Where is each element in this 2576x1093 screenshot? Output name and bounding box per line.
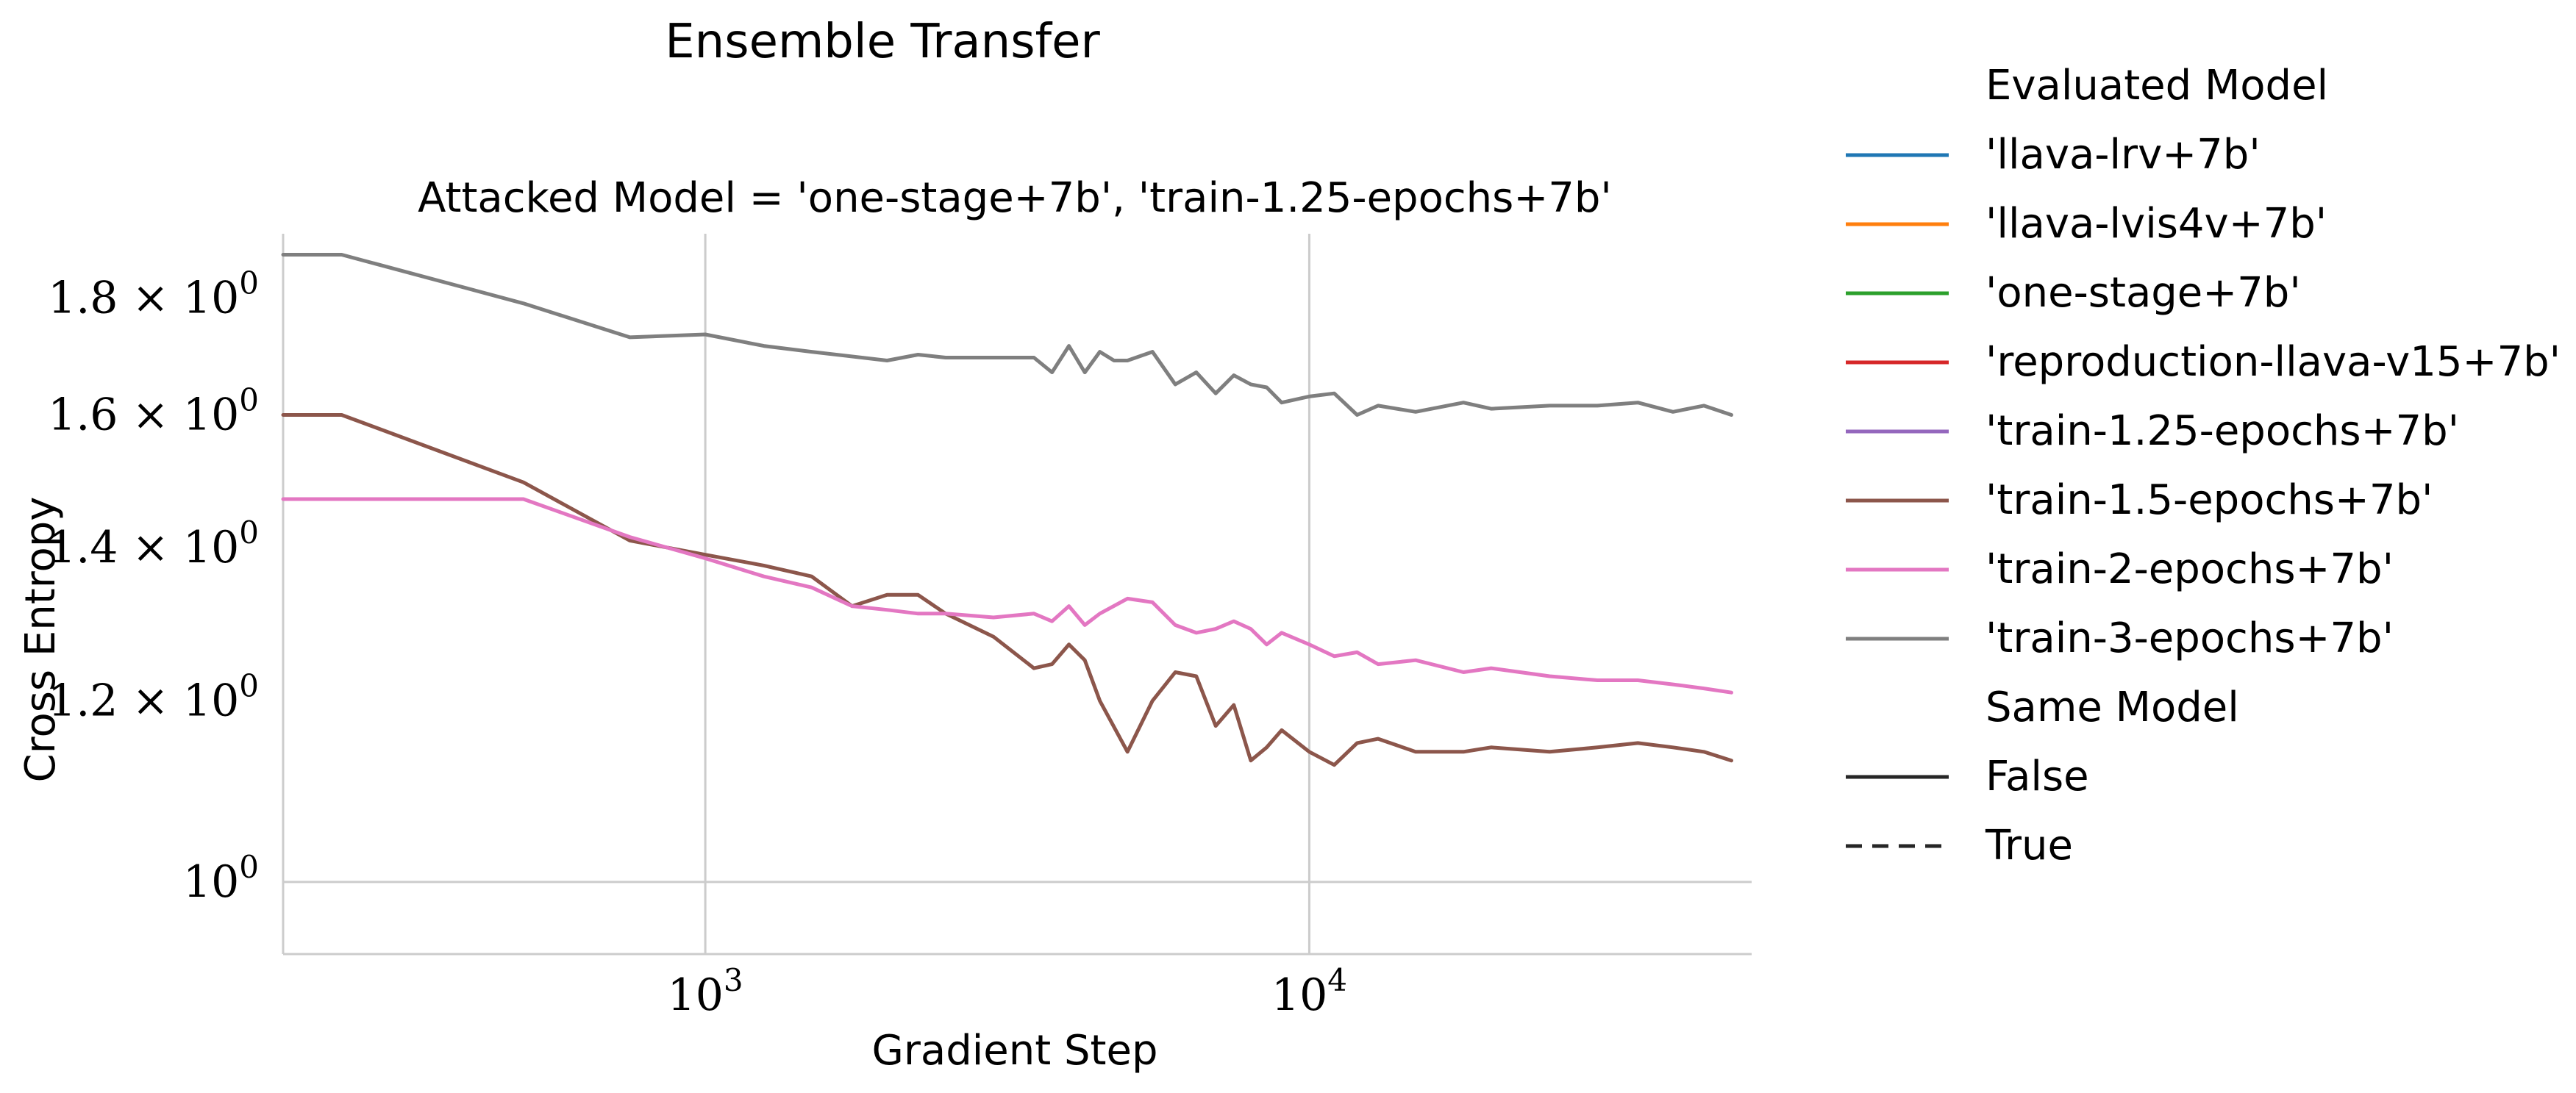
y-tick-label: 100 — [183, 849, 259, 908]
legend-label: 'reproduction-llava-v15+7b' — [1985, 338, 2561, 386]
x-axis-ticks: 103 104 — [668, 962, 1347, 1021]
chart-suptitle: Ensemble Transfer — [665, 15, 1100, 69]
plot-area — [281, 253, 1733, 767]
grid-lines — [283, 234, 1752, 954]
legend-style-title: Same Model — [1985, 684, 2239, 731]
legend: Evaluated Model 'llava-lrv+7b' 'llava-lvi… — [1846, 62, 2561, 870]
series-line — [281, 497, 1733, 695]
x-axis-label: Gradient Step — [871, 1027, 1157, 1075]
y-tick-label: 1.6 × 100 — [48, 381, 259, 440]
x-tick-label: 103 — [668, 962, 743, 1021]
legend-label: 'train-2-epochs+7b' — [1985, 545, 2394, 593]
legend-style-label: False — [1985, 753, 2089, 800]
legend-label: 'llava-lvis4v+7b' — [1985, 200, 2327, 248]
chart-title: Attacked Model = 'one-stage+7b', 'train-… — [418, 174, 1612, 222]
y-axis-ticks: 100 1.2 × 100 1.4 × 100 1.6 × 100 1.8 × 100 — [48, 265, 259, 908]
x-tick-label: 104 — [1271, 962, 1347, 1021]
legend-label: 'train-1.25-epochs+7b' — [1985, 407, 2459, 455]
legend-label: 'train-1.5-epochs+7b' — [1985, 476, 2433, 524]
legend-label: 'train-3-epochs+7b' — [1985, 614, 2394, 662]
y-axis-label: Cross Entropy — [17, 497, 65, 783]
series-line — [281, 413, 1733, 767]
legend-label: 'llava-lrv+7b' — [1985, 131, 2261, 179]
legend-style-label: True — [1985, 822, 2073, 870]
legend-hue-title: Evaluated Model — [1985, 62, 2328, 110]
y-tick-label: 1.4 × 100 — [48, 515, 259, 573]
series-line — [281, 253, 1733, 417]
legend-label: 'one-stage+7b' — [1985, 269, 2301, 317]
axes — [282, 234, 1752, 956]
y-tick-label: 1.2 × 100 — [48, 667, 259, 726]
y-tick-label: 1.8 × 100 — [48, 265, 259, 323]
